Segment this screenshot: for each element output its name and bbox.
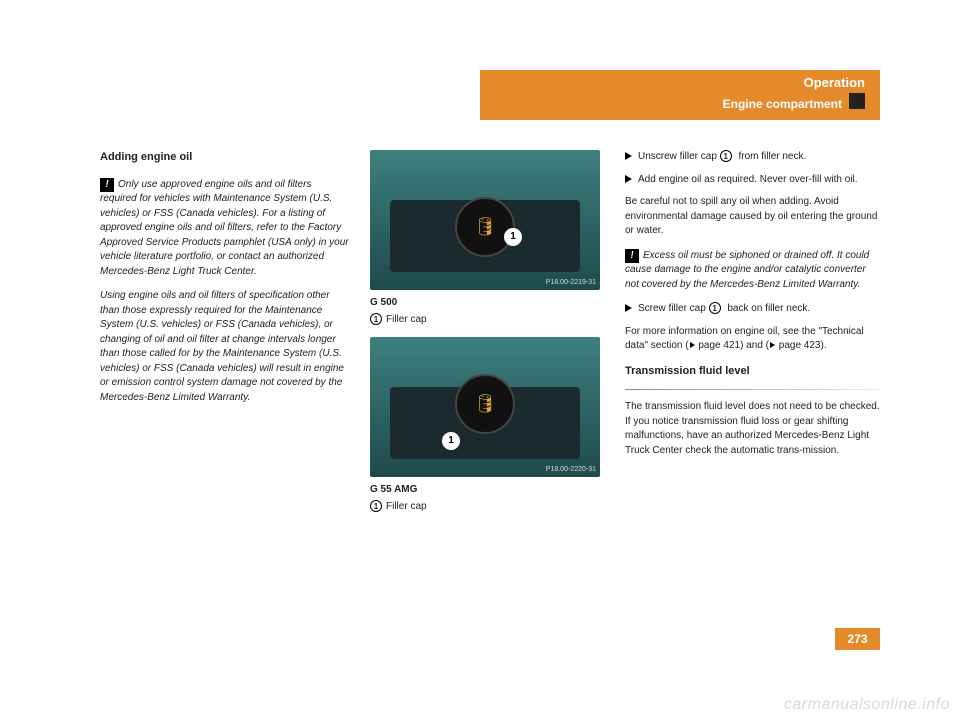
column-2: 1 P18.00-2219-31 G 500 1 Filler cap 1 P18… <box>370 150 600 524</box>
header-square-icon <box>849 93 865 109</box>
warning-text-1: Only use approved engine oils and oil fi… <box>100 179 349 277</box>
figure-g500: 1 P18.00-2219-31 <box>370 150 600 290</box>
figure-g55amg: 1 P18.00-2220-31 <box>370 337 600 477</box>
figure-caption-1: 1 Filler cap <box>370 313 600 328</box>
warning-note-2: Using engine oils and oil filters of spe… <box>100 289 350 405</box>
para-careful: Be careful not to spill any oil when add… <box>625 195 880 239</box>
circled-1-icon: 1 <box>370 313 382 325</box>
header-section-title: Operation <box>804 75 865 90</box>
warning-text-excess: Excess oil must be siphoned or drained o… <box>625 250 869 290</box>
circled-ref-1: 1 <box>720 150 732 162</box>
heading-transmission: Transmission fluid level <box>625 364 880 380</box>
circled-ref-1b: 1 <box>709 302 721 314</box>
step-unscrew: Unscrew filler cap 1 from filler neck. <box>625 150 880 165</box>
step-text-3: Screw filler cap 1 back on filler neck. <box>638 302 810 317</box>
figure-label-g55: G 55 AMG <box>370 483 600 498</box>
step-text-2: Add engine oil as required. Never over-f… <box>638 173 858 188</box>
step-add-oil: Add engine oil as required. Never over-f… <box>625 173 880 188</box>
warning-note-1: !Only use approved engine oils and oil f… <box>100 178 350 280</box>
step-text-1: Unscrew filler cap 1 from filler neck. <box>638 150 806 165</box>
caption-text-2: Filler cap <box>386 501 427 512</box>
watermark: carmanualsonline.info <box>784 696 950 714</box>
callout-number-2: 1 <box>442 432 460 450</box>
triangle-bullet-icon <box>625 175 632 183</box>
caption-text-1: Filler cap <box>386 314 427 325</box>
figure-ref-2: P18.00-2220-31 <box>546 465 596 475</box>
header-subsection-title: Engine compartment <box>723 97 842 111</box>
warning-text-2: Using engine oils and oil filters of spe… <box>100 290 344 403</box>
figure-ref-1: P18.00-2219-31 <box>546 278 596 288</box>
warning-excess-oil: !Excess oil must be siphoned or drained … <box>625 249 880 293</box>
warning-icon: ! <box>100 178 114 192</box>
figure-label-g500: G 500 <box>370 296 600 311</box>
callout-number-1: 1 <box>504 228 522 246</box>
para-more-info: For more information on engine oil, see … <box>625 325 880 354</box>
ref-arrow-icon <box>690 342 695 348</box>
step-screw-back: Screw filler cap 1 back on filler neck. <box>625 302 880 317</box>
oil-cap-icon <box>455 197 515 257</box>
divider-line <box>625 389 880 390</box>
page-number: 273 <box>835 628 880 650</box>
heading-adding-oil: Adding engine oil <box>100 150 350 166</box>
oil-cap-icon-2 <box>455 374 515 434</box>
page: Operation Engine compartment Adding engi… <box>0 0 960 720</box>
warning-icon: ! <box>625 249 639 263</box>
ref-arrow-icon <box>770 342 775 348</box>
triangle-bullet-icon <box>625 152 632 160</box>
triangle-bullet-icon <box>625 304 632 312</box>
column-1: Adding engine oil !Only use approved eng… <box>100 150 350 415</box>
circled-1-icon-b: 1 <box>370 500 382 512</box>
para-transmission: The transmission fluid level does not ne… <box>625 400 880 458</box>
figure-caption-2: 1 Filler cap <box>370 500 600 515</box>
column-3: Unscrew filler cap 1 from filler neck. A… <box>625 150 880 468</box>
